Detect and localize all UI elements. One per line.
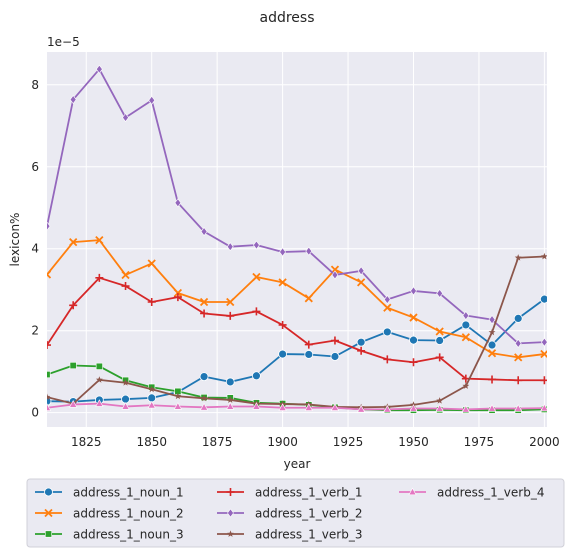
data-point <box>96 363 102 369</box>
y-axis-label: lexicon% <box>8 213 22 267</box>
x-tick-label: 1825 <box>71 435 102 449</box>
y-tick-label: 6 <box>31 160 39 174</box>
y-tick-label: 2 <box>31 324 39 338</box>
legend-marker <box>45 488 53 496</box>
y-tick-label: 8 <box>31 78 39 92</box>
x-tick-label: 2000 <box>529 435 560 449</box>
data-point <box>279 350 287 358</box>
y-axis-multiplier: 1e−5 <box>47 35 80 49</box>
data-point <box>514 314 522 322</box>
data-point <box>436 337 444 345</box>
x-tick-label: 1850 <box>136 435 167 449</box>
legend-label: address_1_verb_2 <box>255 507 362 521</box>
data-point <box>540 295 548 303</box>
y-tick-label: 4 <box>31 242 39 256</box>
plot-area: 1825 1850 1875 1900 1925 1950 1975 2000 0 2 4 6 8 <box>31 52 559 449</box>
data-point <box>331 353 339 361</box>
data-point <box>122 395 130 403</box>
data-point <box>462 321 470 329</box>
legend-label: address_1_noun_3 <box>73 528 184 542</box>
legend-label: address_1_noun_2 <box>73 507 184 521</box>
legend-marker <box>45 531 51 537</box>
x-tick-label: 1900 <box>267 435 298 449</box>
data-point <box>357 338 365 346</box>
data-point <box>488 341 496 349</box>
x-tick-label: 1975 <box>464 435 495 449</box>
y-tick-label: 0 <box>31 406 39 420</box>
x-tick-label: 1875 <box>202 435 233 449</box>
data-point <box>70 362 76 368</box>
data-point <box>44 371 50 377</box>
legend-label: address_1_verb_4 <box>437 486 544 500</box>
data-point <box>200 373 208 381</box>
legend-label: address_1_verb_3 <box>255 528 362 542</box>
data-point <box>305 350 313 358</box>
data-point <box>148 394 156 402</box>
chart-title: address <box>259 10 314 26</box>
x-tick-label: 1950 <box>398 435 429 449</box>
data-point <box>226 378 234 386</box>
legend: address_1_noun_1 address_1_noun_2 address_… <box>27 479 564 547</box>
data-point <box>409 336 417 344</box>
legend-label: address_1_noun_1 <box>73 486 184 500</box>
data-point <box>252 372 260 380</box>
plot-background <box>47 52 547 427</box>
data-point <box>383 328 391 336</box>
legend-label: address_1_verb_1 <box>255 486 362 500</box>
x-tick-label: 1925 <box>333 435 364 449</box>
x-axis-label: year <box>284 457 311 471</box>
